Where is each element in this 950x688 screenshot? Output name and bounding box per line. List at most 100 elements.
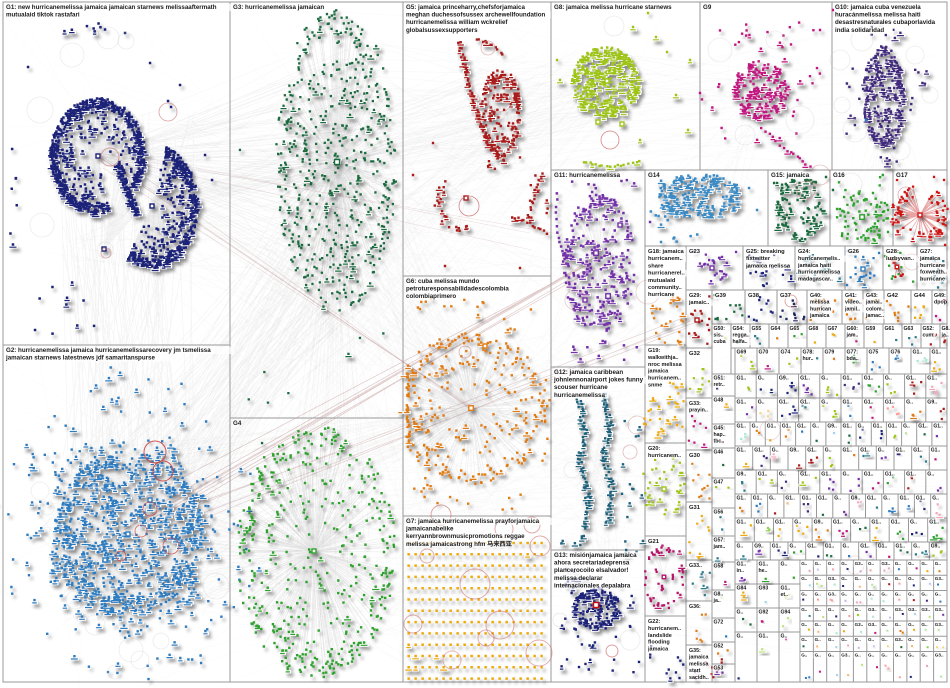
svg-text:G1..: G1..: [767, 424, 777, 430]
svg-text:G..: G..: [935, 561, 941, 566]
svg-text:G1: new hurricanemelissa jamai: G1: new hurricanemelissa jamaica jamaica…: [6, 4, 217, 11]
svg-text:G1..: G1..: [913, 350, 923, 356]
svg-text:G9..: G9..: [754, 544, 764, 550]
svg-text:melissa: melissa: [810, 300, 829, 306]
svg-text:G76: G76: [891, 350, 901, 356]
svg-text:G..: G..: [821, 376, 828, 382]
svg-text:G1..: G1..: [737, 376, 747, 382]
svg-text:G31: G31: [689, 505, 701, 511]
svg-text:desastresnaturales cubaporlavi: desastresnaturales cubaporlavida: [835, 19, 936, 26]
svg-text:G33..: G33..: [689, 563, 702, 569]
svg-text:G..: G..: [868, 592, 874, 597]
svg-text:melissa jamaicastrong hfm 马来西亚: melissa jamaicastrong hfm 马来西亚: [406, 540, 513, 548]
svg-text:G12: jamaica caribbean: G12: jamaica caribbean: [554, 369, 623, 376]
svg-text:G13: misiónjamaica jamaica: G13: misiónjamaica jamaica: [554, 552, 637, 559]
svg-text:G1..: G1..: [759, 634, 769, 640]
svg-text:G1..: G1..: [807, 544, 817, 550]
svg-text:G1..: G1..: [775, 520, 785, 526]
svg-text:G16: G16: [833, 172, 845, 179]
svg-text:G49:: G49:: [934, 293, 946, 299]
svg-text:G43:: G43:: [866, 293, 878, 299]
svg-text:G..: G..: [868, 637, 874, 642]
svg-text:G..: G..: [878, 448, 885, 454]
svg-text:G72: G72: [714, 620, 724, 626]
svg-text:jam..: jam..: [713, 544, 726, 550]
svg-text:G1..: G1..: [871, 520, 881, 526]
svg-text:G9..: G9..: [927, 400, 937, 406]
svg-text:G15: jamaica: G15: jamaica: [771, 172, 810, 179]
svg-text:G3..: G3..: [828, 576, 837, 581]
svg-text:jam..: jam..: [846, 333, 859, 339]
svg-text:walkwithja..: walkwithja..: [647, 355, 679, 361]
svg-text:G1..: G1..: [913, 448, 923, 454]
svg-text:G9..: G9..: [779, 376, 789, 382]
svg-text:G70: G70: [759, 350, 769, 356]
svg-text:G1..: G1..: [906, 472, 916, 478]
svg-text:G..: G..: [769, 496, 776, 502]
svg-text:G..: G..: [815, 576, 821, 581]
svg-text:G..: G..: [895, 653, 901, 658]
svg-text:G1..: G1..: [782, 424, 792, 430]
svg-text:hurricanemelissa: hurricanemelissa: [554, 392, 605, 399]
svg-text:hurricane: hurricane: [920, 263, 945, 269]
svg-text:G..: G..: [868, 561, 874, 566]
svg-text:G1..: G1..: [906, 376, 916, 382]
svg-text:he..: he..: [759, 568, 768, 574]
svg-text:landslide: landslide: [648, 633, 672, 639]
svg-text:cuba: cuba: [714, 339, 726, 345]
svg-text:flooding: flooding: [648, 640, 670, 646]
svg-text:bda..: bda..: [847, 356, 860, 362]
svg-text:G33:: G33:: [689, 401, 701, 407]
svg-text:halfa..: halfa..: [733, 339, 749, 345]
svg-text:jamaican starnews latestnews j: jamaican starnews latestnews jdf samarit…: [5, 355, 155, 362]
svg-text:G1..: G1..: [888, 424, 898, 430]
svg-text:G..: G..: [828, 653, 834, 658]
svg-text:G1..: G1..: [818, 496, 828, 502]
svg-text:melissa: melissa: [689, 661, 708, 667]
svg-text:G30: G30: [689, 453, 700, 459]
svg-text:start: start: [689, 668, 701, 674]
svg-text:G..: G..: [843, 544, 850, 550]
svg-text:G..: G..: [781, 634, 788, 640]
svg-text:G77:: G77:: [847, 350, 859, 356]
svg-text:G1..: G1..: [737, 496, 747, 502]
svg-text:G68: G68: [809, 326, 819, 332]
svg-text:G..: G..: [895, 592, 901, 597]
svg-text:G9..: G9..: [851, 496, 861, 502]
svg-text:G..: G..: [815, 561, 821, 566]
svg-text:G1..: G1..: [929, 520, 939, 526]
svg-text:G63: G63: [904, 326, 914, 332]
svg-text:G1..: G1..: [797, 424, 807, 430]
svg-text:G3..: G3..: [841, 653, 850, 658]
svg-text:G9..: G9..: [737, 472, 747, 478]
svg-text:scouser hurricane: scouser hurricane: [554, 384, 608, 391]
svg-text:snme: snme: [648, 383, 662, 389]
svg-text:G..: G..: [828, 622, 834, 627]
svg-text:G..: G..: [758, 376, 765, 382]
svg-text:G3..: G3..: [935, 576, 944, 581]
svg-text:G67: G67: [828, 326, 838, 332]
svg-text:G..: G..: [895, 561, 901, 566]
svg-text:G..: G..: [779, 472, 786, 478]
svg-text:hurricanmelissa: hurricanmelissa: [798, 270, 841, 276]
svg-text:G9..: G9..: [931, 544, 941, 550]
svg-text:G..: G..: [737, 544, 744, 550]
svg-text:G..: G..: [834, 496, 841, 502]
svg-text:G41:: G41:: [845, 293, 857, 299]
svg-text:G61: G61: [885, 326, 895, 332]
svg-text:G56: G56: [714, 510, 724, 516]
svg-text:G3: hurricanemelissa jamaican: G3: hurricanemelissa jamaican: [233, 4, 324, 11]
svg-text:hurricanemelis..: hurricanemelis..: [798, 256, 841, 262]
svg-text:G1..: G1..: [918, 424, 928, 430]
svg-text:G20:: G20:: [648, 446, 660, 452]
svg-text:G1..: G1..: [772, 544, 782, 550]
svg-text:G..: G..: [815, 622, 821, 627]
svg-text:G1..: G1..: [754, 448, 764, 454]
svg-text:G75: G75: [869, 350, 879, 356]
svg-text:G1..: G1..: [843, 448, 853, 454]
svg-text:G1..: G1..: [864, 472, 874, 478]
svg-text:video..: video..: [845, 300, 862, 306]
svg-text:G..: G..: [868, 653, 874, 658]
svg-text:G11: hurricanemelissa: G11: hurricanemelissa: [554, 172, 621, 179]
svg-text:madagascar..: madagascar..: [798, 277, 833, 283]
